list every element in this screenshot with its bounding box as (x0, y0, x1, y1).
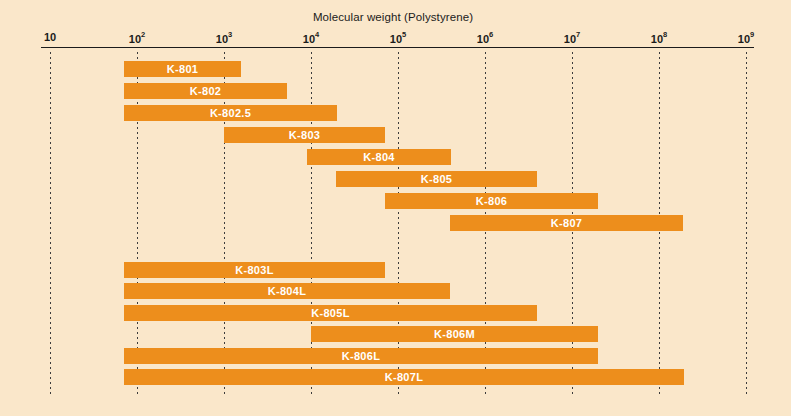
gridline-10e1 (50, 52, 51, 394)
bar-label: K-806L (342, 348, 380, 364)
axis-tick-10e2: 102 (115, 31, 159, 46)
bar-k-803: K-803 (224, 127, 385, 143)
gridline-10e4 (311, 52, 312, 394)
x-axis-line (41, 47, 754, 48)
bar-k-802: K-802 (124, 83, 287, 99)
axis-tick-10e6: 106 (463, 31, 507, 46)
axis-tick-10e9: 109 (724, 31, 768, 46)
bar-k-805l: K-805L (124, 305, 537, 321)
axis-tick-10e5: 105 (376, 31, 420, 46)
gridline-10e2 (137, 52, 138, 394)
bar-label: K-804 (363, 149, 394, 165)
bar-k-802-5: K-802.5 (124, 105, 337, 121)
bar-k-805: K-805 (336, 171, 537, 187)
bar-k-801: K-801 (124, 61, 241, 77)
bar-label: K-806 (476, 193, 507, 209)
chart-title: Molecular weight (Polystyrene) (243, 11, 543, 23)
bar-k-803l: K-803L (124, 262, 385, 278)
bar-k-804: K-804 (307, 149, 451, 165)
axis-tick-10e7: 107 (550, 31, 594, 46)
column-mw-range-chart: Molecular weight (Polystyrene) 10 102 103 1… (0, 0, 791, 416)
bar-label: K-803L (235, 262, 273, 278)
bar-label: K-807L (385, 369, 423, 385)
bar-k-806m: K-806M (311, 326, 598, 342)
bar-label: K-806M (434, 326, 475, 342)
bar-label: K-802.5 (210, 105, 251, 121)
bar-k-807: K-807 (450, 215, 683, 231)
bar-label: K-802 (190, 83, 221, 99)
bar-label: K-801 (167, 61, 198, 77)
axis-tick-10e3: 103 (202, 31, 246, 46)
axis-tick-10e1: 10 (28, 31, 72, 46)
bar-k-807l: K-807L (124, 369, 684, 385)
axis-tick-10e8: 108 (637, 31, 681, 46)
gridline-10e5 (398, 52, 399, 394)
bar-label: K-805 (421, 171, 452, 187)
bar-k-806: K-806 (385, 193, 598, 209)
gridline-10e9 (746, 52, 747, 394)
bar-label: K-804L (268, 283, 306, 299)
bar-label: K-803 (289, 127, 320, 143)
gridline-10e3 (224, 52, 225, 394)
bar-label: K-807 (551, 215, 582, 231)
bar-k-804l: K-804L (124, 283, 450, 299)
bar-k-806l: K-806L (124, 348, 598, 364)
bar-label: K-805L (311, 305, 349, 321)
axis-tick-10e4: 104 (289, 31, 333, 46)
